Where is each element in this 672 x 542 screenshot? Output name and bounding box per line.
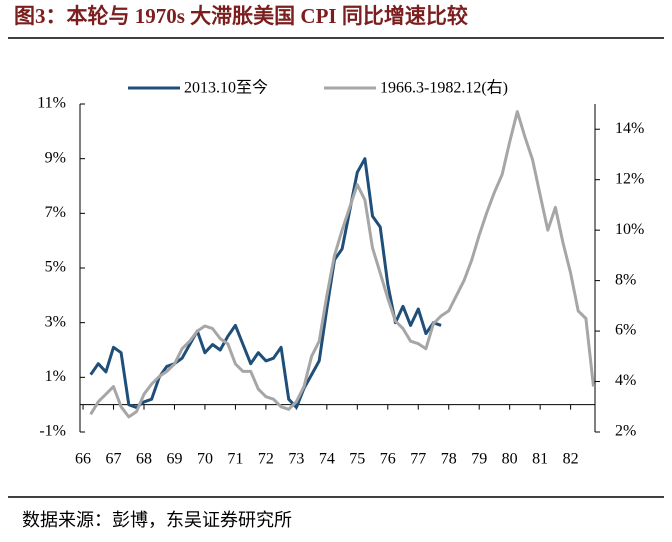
x-tick-label: 73 [288, 451, 304, 468]
x-tick-label: 68 [136, 451, 152, 468]
x-tick-label: 78 [441, 451, 457, 468]
y-tick-label: 1% [45, 368, 66, 385]
x-tick-label: 81 [532, 451, 548, 468]
x-tick-label: 69 [166, 451, 182, 468]
x-tick-label: 75 [349, 451, 365, 468]
y-tick-label: 7% [45, 204, 66, 221]
y-tick-label: 9% [45, 149, 66, 166]
x-tick-label: 80 [502, 451, 518, 468]
legend-label: 2013.10至今 [184, 79, 268, 97]
y2-tick-label: 12% [615, 170, 644, 187]
x-tick-label: 76 [380, 451, 396, 468]
y2-tick-label: 8% [615, 271, 636, 288]
y-tick-label: 5% [45, 259, 66, 276]
y2-tick-label: 6% [615, 322, 636, 339]
series-line [89, 157, 442, 409]
y-tick-label: 11% [37, 95, 66, 112]
y2-tick-label: 10% [615, 221, 644, 238]
y-tick-label: 3% [45, 313, 66, 330]
x-tick-label: 70 [197, 451, 213, 468]
y-tick-label: -1% [39, 423, 66, 440]
series-line [89, 110, 595, 419]
y2-tick-label: 2% [615, 423, 636, 440]
x-tick-label: 74 [319, 451, 335, 468]
x-tick-label: 71 [227, 451, 243, 468]
x-tick-label: 72 [258, 451, 274, 468]
x-tick-label: 66 [75, 451, 91, 468]
x-tick-label: 77 [410, 451, 426, 468]
x-tick-label: 79 [471, 451, 487, 468]
legend-label: 1966.3-1982.12(右) [380, 79, 508, 97]
y2-tick-label: 14% [615, 120, 644, 137]
chart-title: 图3：本轮与 1970s 大滞胀美国 CPI 同比增速比较 [14, 4, 468, 28]
x-tick-label: 67 [106, 451, 122, 468]
source: 数据来源：彭博，东吴证券研究所 [22, 510, 292, 530]
x-tick-label: 82 [563, 451, 579, 468]
y2-tick-label: 4% [615, 372, 636, 389]
